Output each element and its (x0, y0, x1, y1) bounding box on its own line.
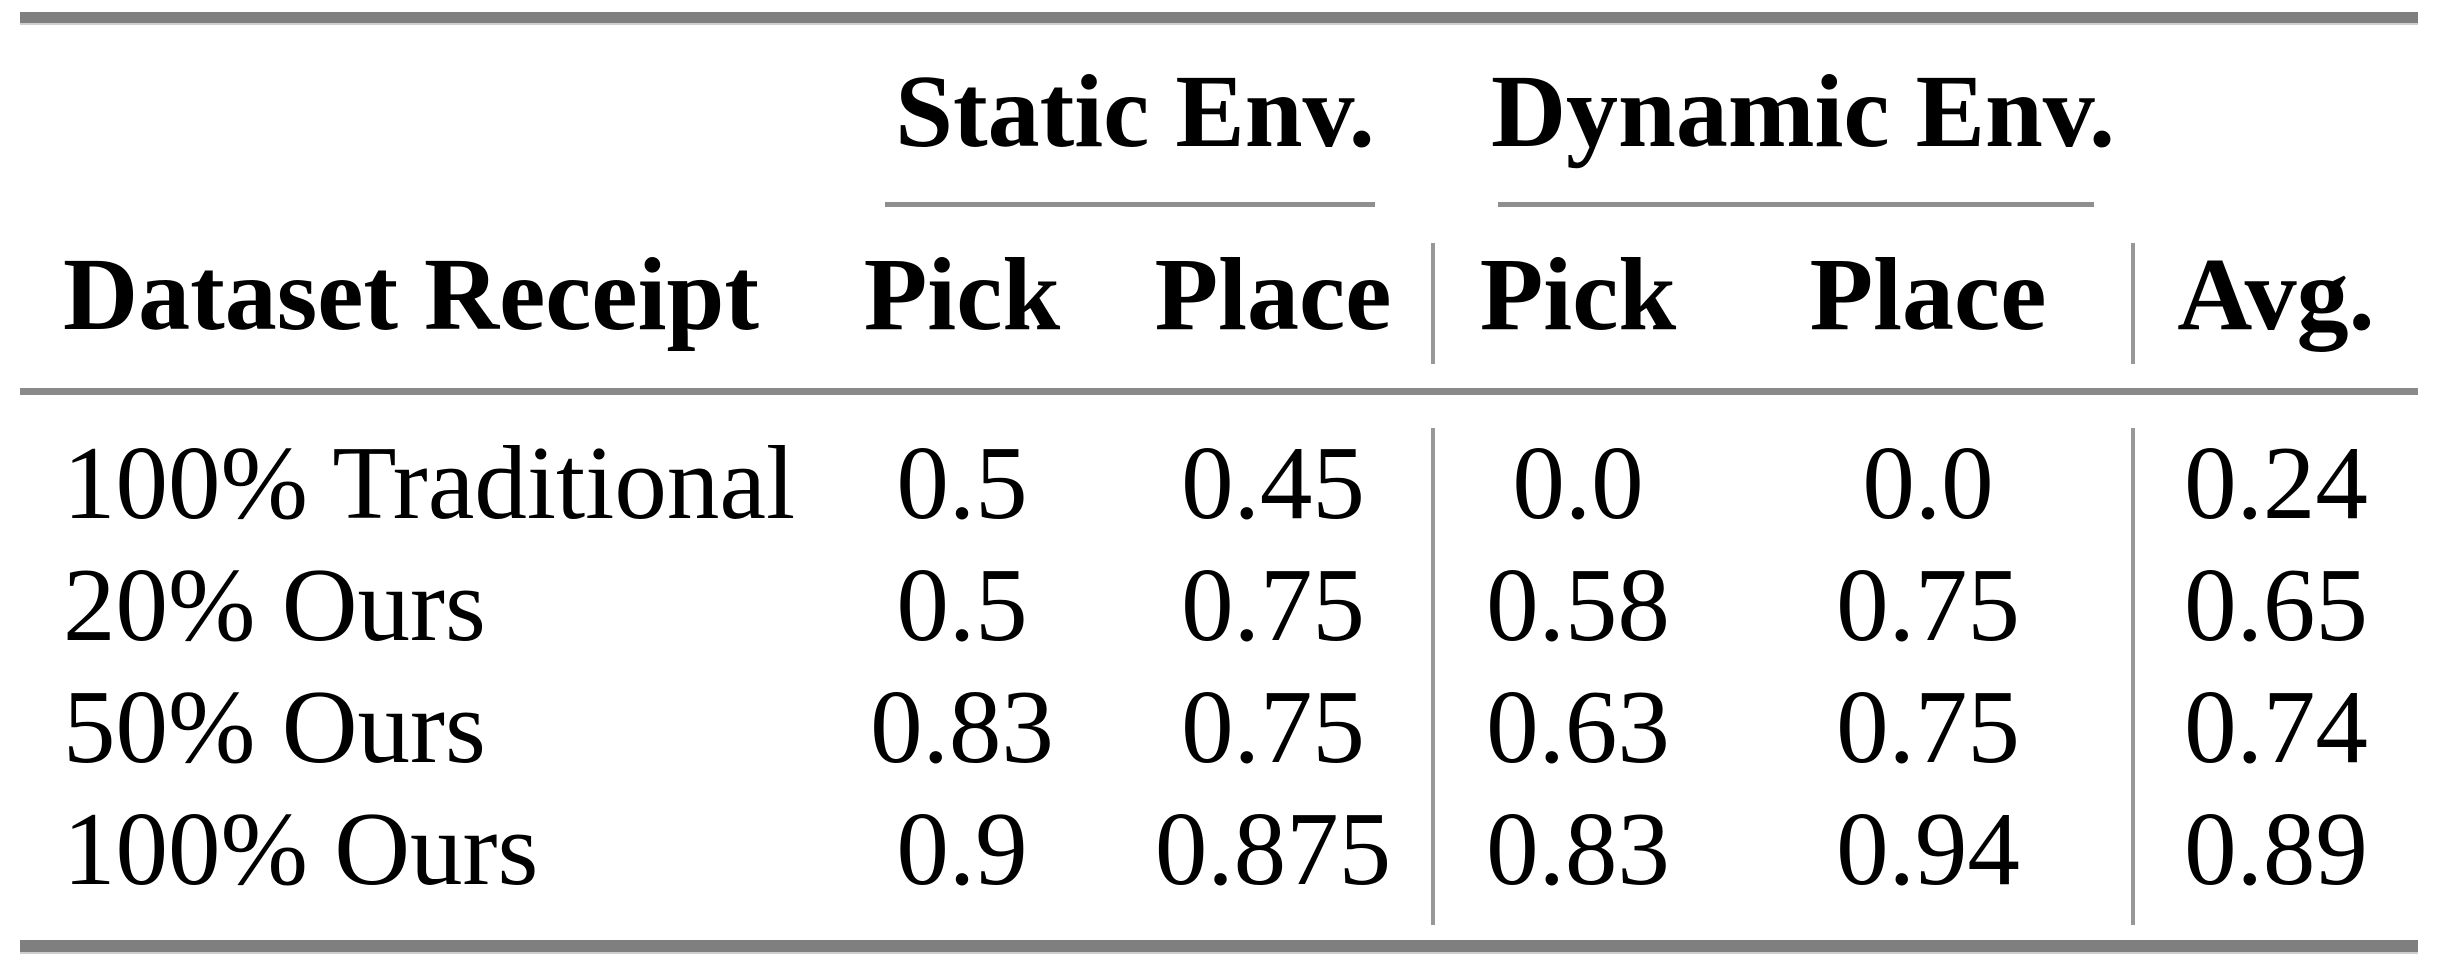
cell-dynamic-place: 0.75 (1836, 546, 2020, 663)
cell-avg: 0.24 (2184, 424, 2368, 541)
cell-dynamic-pick: 0.83 (1486, 790, 1670, 907)
vertical-divider-2-header (2131, 243, 2135, 364)
group-header-dynamic: Dynamic Env. (1490, 54, 2116, 169)
cell-static-place: 0.75 (1181, 668, 1365, 785)
column-header-static-place: Place (1154, 237, 1392, 352)
top-rule (20, 12, 2418, 25)
column-header-dynamic-pick: Pick (1479, 237, 1677, 352)
row-label: 100% Traditional (63, 424, 796, 541)
cell-dynamic-pick: 0.63 (1486, 668, 1670, 785)
cell-static-pick: 0.5 (896, 424, 1028, 541)
cell-dynamic-place: 0.94 (1836, 790, 2020, 907)
cell-avg: 0.89 (2184, 790, 2368, 907)
group-header-static: Static Env. (895, 54, 1375, 169)
cell-dynamic-place: 0.75 (1836, 668, 2020, 785)
row-label: 20% Ours (63, 546, 486, 663)
vertical-divider-2-body (2131, 428, 2135, 925)
header-midrule (20, 388, 2418, 395)
row-label: 100% Ours (63, 790, 539, 907)
cell-dynamic-pick: 0.58 (1486, 546, 1670, 663)
cell-dynamic-pick: 0.0 (1512, 424, 1644, 541)
cell-avg: 0.74 (2184, 668, 2368, 785)
vertical-divider-1-header (1431, 243, 1435, 364)
static-env-underline (885, 202, 1375, 207)
cell-avg: 0.65 (2184, 546, 2368, 663)
cell-static-pick: 0.83 (870, 668, 1054, 785)
column-header-static-pick: Pick (863, 237, 1061, 352)
cell-static-place: 0.875 (1154, 790, 1392, 907)
column-header-dynamic-place: Place (1809, 237, 2047, 352)
dynamic-env-underline (1498, 202, 2094, 207)
cell-static-place: 0.75 (1181, 546, 1365, 663)
vertical-divider-1-body (1431, 428, 1435, 925)
bottom-rule (20, 940, 2418, 954)
column-header-avg: Avg. (2177, 237, 2375, 352)
cell-static-place: 0.45 (1181, 424, 1365, 541)
column-header-dataset-receipt: Dataset Receipt (63, 237, 759, 352)
row-label: 50% Ours (63, 668, 486, 785)
cell-dynamic-place: 0.0 (1862, 424, 1994, 541)
cell-static-pick: 0.9 (896, 790, 1028, 907)
cell-static-pick: 0.5 (896, 546, 1028, 663)
